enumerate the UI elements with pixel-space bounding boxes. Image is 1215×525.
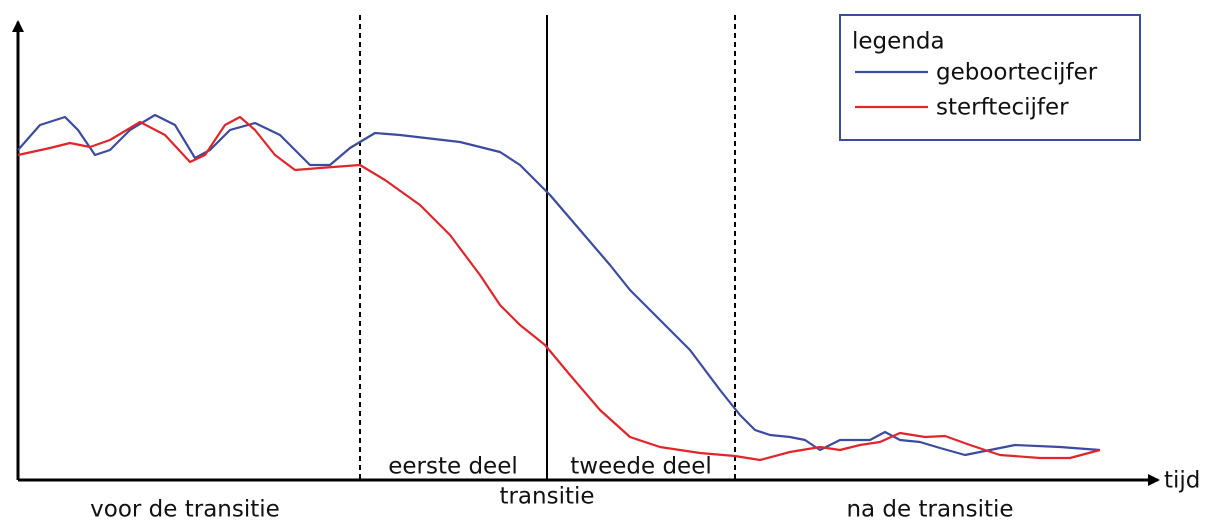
phase-label: tweede deel [570, 454, 711, 480]
phase-label: voor de transitie [90, 497, 280, 523]
legend-label: sterftecijfer [936, 95, 1069, 121]
phase-label: transitie [499, 484, 594, 510]
phase-label: na de transitie [846, 497, 1013, 523]
legend-title: legenda [852, 29, 945, 55]
legend-box [839, 14, 1141, 141]
x-axis-label: tijd [1164, 468, 1200, 494]
phase-label: eerste deel [388, 454, 518, 480]
birth-rate-curve [17, 113, 1101, 457]
legend-label: geboortecijfer [936, 60, 1098, 86]
death-rate-curve [17, 115, 1101, 462]
